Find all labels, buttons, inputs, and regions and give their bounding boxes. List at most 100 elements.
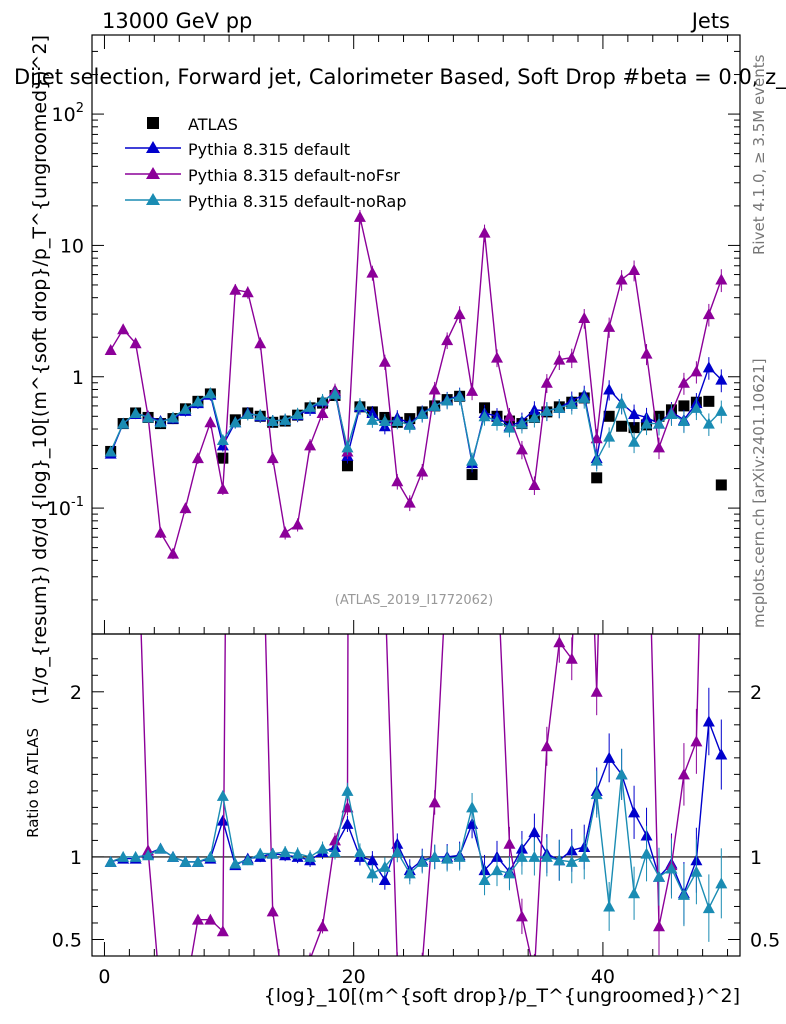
ratio-point-pythia-8-315-default-nofsr [428, 796, 441, 808]
ratio-point-pythia-8-315-default-norap [528, 850, 541, 862]
ratio-point-pythia-8-315-default-norap [503, 867, 516, 879]
point-pythia-8-315-default-nofsr [167, 547, 179, 559]
ratio-line-pythia-8-315-default [110, 721, 722, 896]
point-pythia-8-315-default-norap [179, 402, 192, 414]
ratio-point-pythia-8-315-default-norap [665, 862, 678, 874]
point-pythia-8-315-default-nofsr [403, 496, 416, 508]
point-pythia-8-315-default-nofsr [191, 452, 204, 464]
x-tick-label: 20 [342, 966, 366, 988]
point-pythia-8-315-default-nofsr [204, 416, 217, 428]
point-pythia-8-315-default-norap [553, 401, 566, 413]
point-pythia-8-315-default-norap [241, 408, 254, 420]
ratio-point-pythia-8-315-default-nofsr [653, 920, 665, 932]
ratio-point-pythia-8-315-default-norap [628, 887, 641, 899]
point-pythia-8-315-default-nofsr [491, 351, 503, 363]
point-pythia-8-315-default-norap [291, 408, 304, 420]
x-tick-label: 0 [98, 966, 110, 988]
legend-entry-atlas: ATLAS [147, 115, 238, 134]
ratio-point-pythia-8-315-default-norap [316, 842, 329, 854]
ratio-point-pythia-8-315-default-norap [441, 852, 454, 864]
ratio-point-pythia-8-315-default-nofsr [491, 554, 503, 565]
ratio-point-pythia-8-315-default-nofsr [254, 422, 266, 433]
point-atlas [591, 472, 603, 484]
ratio-point-pythia-8-315-default-nofsr [416, 958, 428, 969]
ratio-point-pythia-8-315-default-norap [715, 877, 728, 889]
y-tick-label-main: 10-1 [47, 495, 84, 520]
point-pythia-8-315-default-norap [590, 454, 603, 466]
point-pythia-8-315-default-nofsr [553, 353, 566, 365]
ratio-point-pythia-8-315-default-norap [366, 867, 379, 879]
point-pythia-8-315-default-norap [104, 445, 117, 457]
point-pythia-8-315-default-norap [353, 398, 366, 410]
ratio-point-pythia-8-315-default-norap [129, 850, 142, 862]
point-pythia-8-315-default-norap [167, 411, 179, 423]
ratio-point-pythia-8-315-default-norap [640, 847, 653, 859]
point-pythia-8-315-default-nofsr [154, 526, 167, 538]
ratio-plot-frame [91, 633, 741, 957]
point-pythia-8-315-default-norap [478, 410, 491, 422]
point-pythia-8-315-default-nofsr [628, 263, 641, 275]
point-pythia-8-315-default-nofsr [391, 475, 404, 487]
ratio-point-pythia-8-315-default [341, 817, 354, 829]
y-tick-label-main: 1 [72, 367, 84, 389]
ratio-point-pythia-8-315-default-nofsr [553, 636, 566, 648]
category-label: Jets [690, 9, 730, 33]
point-pythia-8-315-default-nofsr [378, 355, 391, 367]
point-pythia-8-315-default-nofsr [279, 526, 292, 538]
point-atlas [703, 395, 715, 407]
ratio-point-pythia-8-315-default-nofsr [441, 554, 453, 565]
point-pythia-8-315-default-norap [628, 435, 641, 447]
ratio-point-pythia-8-315-default-nofsr [703, 256, 715, 267]
point-pythia-8-315-default-nofsr [353, 210, 366, 222]
point-pythia-8-315-default-norap [453, 390, 466, 402]
ratio-point-pythia-8-315-default-norap [341, 784, 354, 796]
legend-entry-default: Pythia 8.315 default [125, 140, 350, 159]
point-pythia-8-315-default-norap [578, 391, 591, 403]
ratio-point-pythia-8-315-default-nofsr [641, 438, 653, 449]
point-pythia-8-315-default-norap [341, 441, 354, 453]
point-pythia-8-315-default-nofsr [565, 351, 578, 363]
point-pythia-8-315-default-nofsr [677, 376, 690, 388]
point-pythia-8-315-default-norap [565, 398, 578, 410]
point-pythia-8-315-default-norap [603, 430, 616, 442]
point-pythia-8-315-default-norap [304, 400, 317, 412]
point-pythia-8-315-default [603, 383, 616, 395]
point-pythia-8-315-default-norap [266, 415, 279, 427]
ratio-point-pythia-8-315-default-nofsr [528, 967, 540, 978]
legend-marker-norap [146, 193, 160, 205]
ratio-y-axis-label: Ratio to ATLAS [24, 728, 42, 838]
ratio-point-pythia-8-315-default-norap [329, 845, 341, 857]
ratio-point-pythia-8-315-default-nofsr [191, 913, 204, 925]
ratio-point-pythia-8-315-default-norap [117, 850, 130, 862]
y-tick-label-main: 10 [60, 235, 84, 257]
point-pythia-8-315-default-nofsr [478, 226, 491, 238]
ratio-point-pythia-8-315-default-nofsr [316, 920, 329, 932]
ratio-point-pythia-8-315-default [216, 814, 229, 826]
point-atlas [466, 469, 478, 481]
ratio-point-pythia-8-315-default [528, 826, 541, 838]
ratio-point-pythia-8-315-default-norap [603, 900, 616, 912]
legend: ATLAS Pythia 8.315 default Pythia 8.315 … [125, 115, 406, 211]
ratio-point-pythia-8-315-default-nofsr [216, 925, 229, 937]
point-pythia-8-315-default-nofsr [366, 266, 379, 278]
ratio-point-pythia-8-315-default-norap [378, 860, 391, 872]
x-axis-label: {log}_10[(m^{soft drop}/p_T^{ungroomed})… [264, 985, 740, 1007]
ratio-point-pythia-8-315-default-norap [428, 850, 441, 862]
y-tick-label-ratio-right: 1 [750, 847, 762, 869]
ratio-point-pythia-8-315-default [715, 748, 728, 760]
legend-entry-norap: Pythia 8.315 default-noRap [125, 192, 406, 211]
point-pythia-8-315-default-nofsr [179, 502, 192, 514]
point-pythia-8-315-default-nofsr [615, 273, 628, 285]
main-panel-data [104, 209, 728, 560]
ratio-point-pythia-8-315-default-nofsr [578, 339, 590, 350]
point-pythia-8-315-default-nofsr [304, 439, 317, 451]
ratio-point-pythia-8-315-default-norap [353, 845, 366, 857]
ratio-point-pythia-8-315-default-nofsr [266, 905, 279, 917]
ratio-point-pythia-8-315-default-norap [204, 850, 217, 862]
point-pythia-8-315-default-nofsr [266, 452, 279, 464]
point-pythia-8-315-default-norap [466, 454, 479, 466]
ratio-point-pythia-8-315-default-norap [565, 855, 578, 867]
point-pythia-8-315-default-nofsr [241, 286, 254, 298]
point-pythia-8-315-default-norap [391, 415, 404, 427]
